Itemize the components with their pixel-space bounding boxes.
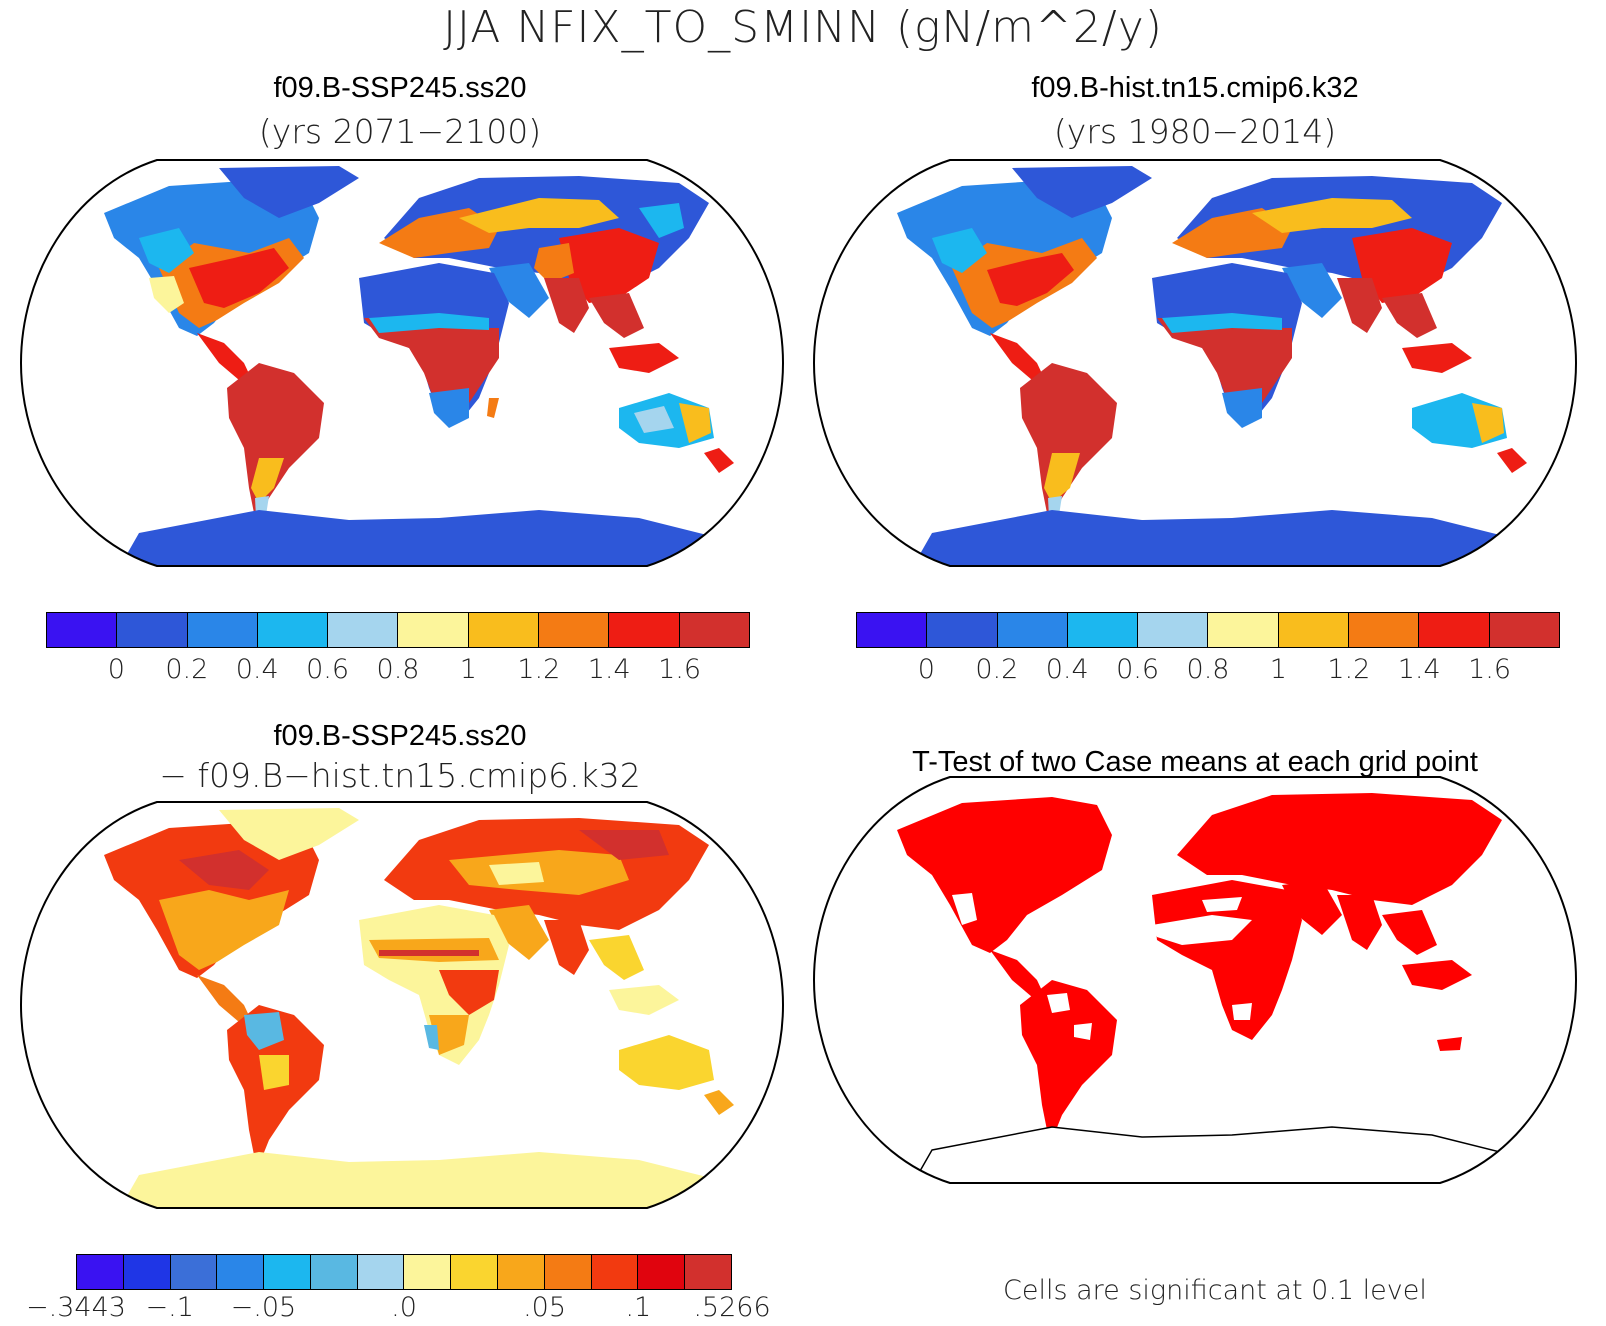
map1-border <box>19 159 785 567</box>
colorbar-tick-label: 0.6 <box>306 654 350 685</box>
significance-note: Cells are significant at 0.1 level <box>1003 1275 1427 1306</box>
colorbar-tick-label: 0.8 <box>1186 654 1230 685</box>
colorbar-tick-label: 1 <box>459 654 477 685</box>
panel4-title: T-Test of two Case means at each grid po… <box>912 746 1478 778</box>
panel2-title: f09.B-hist.tn15.cmip6.k32 <box>1031 72 1359 104</box>
colorbar-swatch <box>1208 613 1279 647</box>
panel1-title: f09.B-SSP245.ss20 <box>273 72 527 104</box>
colorbar-swatch <box>468 613 540 647</box>
colorbar-panel1 <box>46 612 750 648</box>
map2-land <box>897 166 1532 566</box>
colorbar-swatch <box>997 613 1068 647</box>
colorbar-swatch <box>123 1255 171 1289</box>
colorbar-tick-label: −.1 <box>145 1292 194 1323</box>
colorbar-swatch <box>1489 613 1559 647</box>
colorbar-swatch <box>170 1255 218 1289</box>
colorbar-swatch <box>398 613 469 647</box>
map3-land <box>104 808 739 1208</box>
colorbar-swatch <box>47 613 118 647</box>
map4-border <box>812 776 1578 1184</box>
colorbar-tick-label: 1.4 <box>587 654 631 685</box>
colorbar-swatch <box>638 1255 686 1289</box>
colorbar-tick-label: .5266 <box>693 1292 771 1323</box>
colorbar-tick-label: 0 <box>917 654 935 685</box>
colorbar-tick-label: −.3443 <box>26 1292 126 1323</box>
colorbar-swatch <box>1419 613 1490 647</box>
colorbar-swatch <box>679 613 749 647</box>
colorbar-swatch <box>591 1255 639 1289</box>
colorbar-swatch <box>609 613 680 647</box>
colorbar-tick-label: 1 <box>1269 654 1287 685</box>
colorbar-tick-label: 0.2 <box>165 654 209 685</box>
map2-border <box>812 159 1578 567</box>
map3-border <box>19 801 785 1209</box>
colorbar-tick-label: .05 <box>523 1292 567 1323</box>
colorbar-swatch <box>685 1255 731 1289</box>
colorbar-swatch <box>187 613 258 647</box>
colorbar-swatch <box>117 613 188 647</box>
colorbar-swatch <box>257 613 329 647</box>
colorbar-swatch <box>1349 613 1420 647</box>
figure-title: JJA NFIX_TO_SMINN (gN/m^2/y) <box>443 2 1163 53</box>
colorbar-tick-label: 1.6 <box>1468 654 1512 685</box>
map-panel4 <box>812 776 1578 1184</box>
map-panel1 <box>19 159 785 567</box>
colorbar-panel2 <box>856 612 1560 648</box>
colorbar-swatch <box>77 1255 124 1289</box>
colorbar-panel1-labels: 0 0.2 0.4 0.6 0.8 1 1.2 1.4 1.6 <box>46 654 750 688</box>
colorbar-panel3 <box>76 1254 732 1290</box>
colorbar-tick-label: 1.6 <box>658 654 702 685</box>
colorbar-swatch <box>217 1255 265 1289</box>
colorbar-swatch <box>1067 613 1139 647</box>
colorbar-tick-label: 1.4 <box>1397 654 1441 685</box>
colorbar-tick-label: 0.6 <box>1116 654 1160 685</box>
colorbar-tick-label: .0 <box>391 1292 417 1323</box>
map1-land <box>104 166 739 566</box>
panel2-subtitle: (yrs 1980−2014) <box>1053 112 1337 151</box>
colorbar-swatch <box>1138 613 1209 647</box>
colorbar-panel2-labels: 0 0.2 0.4 0.6 0.8 1 1.2 1.4 1.6 <box>856 654 1560 688</box>
colorbar-tick-label: 0 <box>107 654 125 685</box>
colorbar-swatch <box>498 1255 545 1289</box>
colorbar-tick-label: 0.8 <box>376 654 420 685</box>
panel3-subtitle: − f09.B−hist.tn15.cmip6.k32 <box>159 756 641 795</box>
map4-land <box>897 793 1534 1183</box>
colorbar-tick-label: 1.2 <box>1327 654 1371 685</box>
colorbar-tick-label: 0.2 <box>975 654 1019 685</box>
colorbar-tick-label: 0.4 <box>1045 654 1089 685</box>
colorbar-swatch <box>1278 613 1350 647</box>
map-panel3 <box>19 801 785 1209</box>
colorbar-tick-label: −.05 <box>230 1292 297 1323</box>
colorbar-swatch <box>310 1255 358 1289</box>
colorbar-swatch <box>357 1255 405 1289</box>
panel1-subtitle: (yrs 2071−2100) <box>258 112 542 151</box>
colorbar-swatch <box>927 613 998 647</box>
map-panel2 <box>812 159 1578 567</box>
colorbar-swatch <box>404 1255 452 1289</box>
colorbar-swatch <box>451 1255 499 1289</box>
colorbar-tick-label: 0.4 <box>235 654 279 685</box>
colorbar-panel3-labels: −.3443 −.1 −.05 .0 .05 .1 .5266 <box>26 1292 771 1326</box>
colorbar-swatch <box>539 613 610 647</box>
colorbar-swatch <box>857 613 928 647</box>
colorbar-swatch <box>264 1255 311 1289</box>
panel3-title: f09.B-SSP245.ss20 <box>273 720 527 752</box>
colorbar-tick-label: .1 <box>625 1292 652 1323</box>
colorbar-swatch <box>544 1255 592 1289</box>
colorbar-swatch <box>328 613 399 647</box>
colorbar-tick-label: 1.2 <box>517 654 561 685</box>
